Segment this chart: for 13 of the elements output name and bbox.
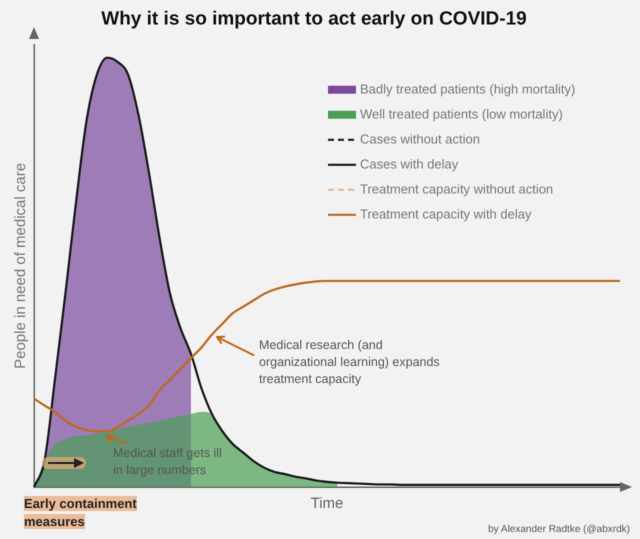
legend-label: Cases without action xyxy=(360,131,480,146)
legend-label: Cases with delay xyxy=(360,156,459,172)
x-axis-title: Time xyxy=(310,495,344,512)
text: by Alexander Radtke (@abxrdk) xyxy=(488,523,630,537)
legend-label: Well treated patients (low mortality) xyxy=(360,106,563,122)
chart-title: Why it is so important to act early on COVID-19 xyxy=(101,8,527,30)
y-axis-title: People in need of medical care xyxy=(12,162,30,369)
text: Early containment measures xyxy=(24,496,137,529)
annotation: Medical staff gets ill in large numbers xyxy=(113,445,223,479)
legend-label: Treatment capacity without action xyxy=(360,181,554,196)
annotation: Medical research (and organizational learning) expands treatment capacity xyxy=(259,337,441,388)
legend-label: Badly treated patients (high mortality) xyxy=(360,81,576,96)
legend-label: Treatment capacity with delay xyxy=(360,206,532,222)
